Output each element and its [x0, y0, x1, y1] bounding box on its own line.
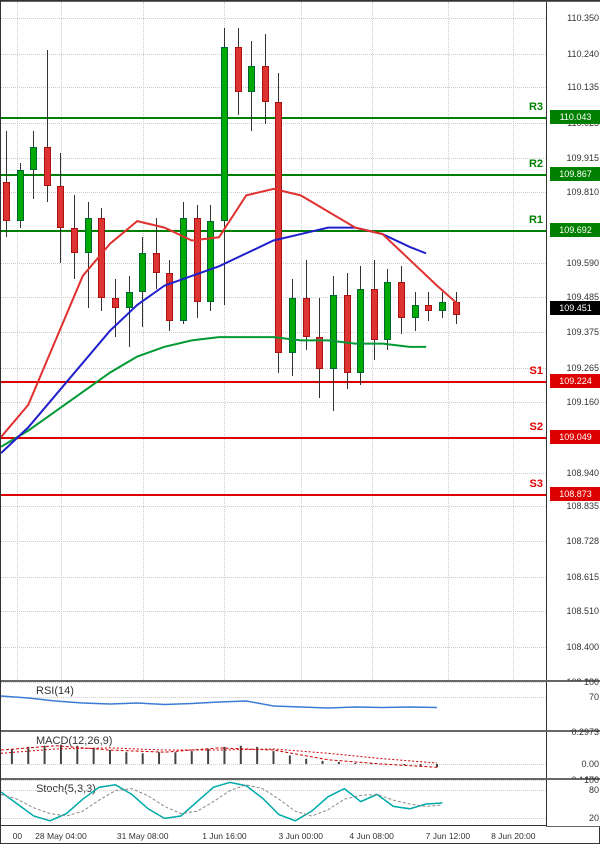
- price-chart-area[interactable]: R3R2R1S1S2S3: [1, 2, 546, 680]
- x-tick-label: 4 Jun 08:00: [349, 831, 393, 841]
- level-price-box: 109.049: [550, 430, 600, 444]
- y-tick-label: 110.350: [567, 13, 599, 23]
- macd-tick: 0.00: [581, 759, 599, 769]
- y-tick-label: 108.615: [566, 572, 599, 582]
- stoch-tick: 80: [589, 785, 599, 795]
- x-tick-label: 3 Jun 00:00: [279, 831, 323, 841]
- x-tick-label: 00: [13, 831, 22, 841]
- x-tick-label: 7 Jun 12:00: [426, 831, 470, 841]
- y-tick-label: 109.915: [566, 153, 599, 163]
- x-tick-label: 31 May 08:00: [117, 831, 169, 841]
- y-tick-label: 110.240: [567, 49, 599, 59]
- y-tick-label: 108.940: [566, 468, 599, 478]
- y-tick-label: 109.810: [566, 187, 599, 197]
- stoch-y-axis: 2080100: [546, 780, 600, 826]
- current-price-box: 109.451: [550, 301, 600, 315]
- rsi-tick: 100: [584, 677, 599, 687]
- y-tick-label: 109.375: [566, 327, 599, 337]
- rsi-panel[interactable]: RSI(14) 070100: [1, 681, 600, 731]
- macd-panel[interactable]: MACD(12,26,9) -0.14760.000.2973: [1, 731, 600, 779]
- ma-overlay: [1, 2, 546, 682]
- rsi-tick: 70: [589, 692, 599, 702]
- y-tick-label: 108.835: [566, 501, 599, 511]
- rsi-y-axis: 070100: [546, 682, 600, 730]
- y-tick-label: 110.135: [567, 82, 599, 92]
- level-price-box: 109.867: [550, 167, 600, 181]
- stoch-tick: 20: [589, 813, 599, 823]
- y-tick-label: 109.265: [566, 363, 599, 373]
- y-tick-label: 108.400: [566, 642, 599, 652]
- x-tick-label: 8 Jun 20:00: [491, 831, 535, 841]
- level-price-box: 109.692: [550, 223, 600, 237]
- level-price-box: 108.873: [550, 487, 600, 501]
- rsi-area: RSI(14): [1, 682, 546, 730]
- y-tick-label: 109.590: [566, 258, 599, 268]
- chart-container: R3R2R1S1S2S3 108.290108.400108.510108.61…: [0, 0, 600, 844]
- x-tick-label: 28 May 04:00: [35, 831, 87, 841]
- time-x-axis: 00 28 May 04:00 31 May 08:00 1 Jun 16:00 3 J…: [1, 825, 546, 843]
- main-price-panel[interactable]: R3R2R1S1S2S3 108.290108.400108.510108.61…: [1, 1, 600, 681]
- level-price-box: 110.043: [550, 110, 600, 124]
- stoch-panel[interactable]: Stoch(5,3,3) 2080100: [1, 779, 600, 827]
- stoch-area: Stoch(5,3,3): [1, 780, 546, 826]
- y-tick-label: 108.728: [566, 536, 599, 546]
- y-tick-label: 109.160: [566, 397, 599, 407]
- y-tick-label: 108.510: [566, 606, 599, 616]
- stoch-tick: 100: [584, 775, 599, 785]
- price-y-axis: 108.290108.400108.510108.615108.728108.8…: [546, 2, 600, 680]
- macd-tick: 0.2973: [571, 727, 599, 737]
- macd-y-axis: -0.14760.000.2973: [546, 732, 600, 778]
- macd-area: MACD(12,26,9): [1, 732, 546, 778]
- x-tick-label: 1 Jun 16:00: [202, 831, 246, 841]
- level-price-box: 109.224: [550, 374, 600, 388]
